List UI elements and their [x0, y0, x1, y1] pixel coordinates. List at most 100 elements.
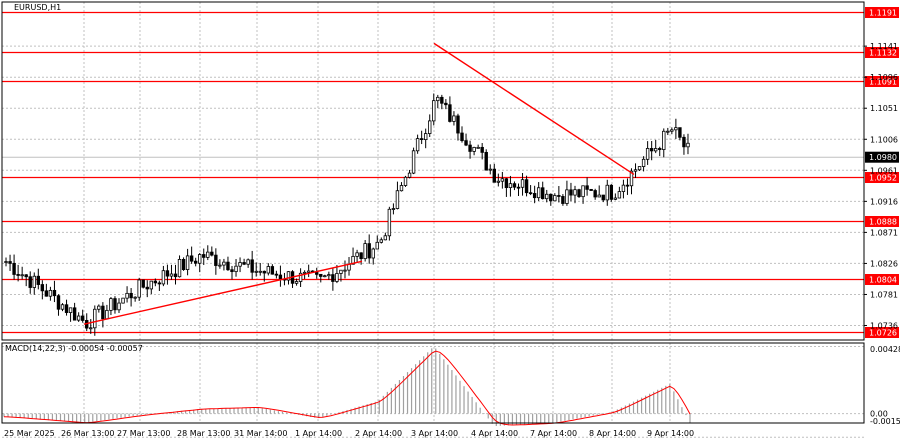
candle-body: [56, 295, 61, 310]
x-tick-label: 1 Apr 14:00: [295, 429, 342, 438]
candle-body: [581, 185, 585, 198]
candle-body: [452, 115, 456, 122]
candle-body: [52, 289, 57, 297]
level-label: 1.0804: [869, 276, 897, 285]
level-label: 1.0726: [869, 329, 897, 338]
candle-body: [569, 189, 573, 196]
candle-body: [601, 194, 605, 201]
candle-body: [193, 260, 198, 264]
y-tick-label: 1.0826: [870, 259, 898, 268]
candle-body: [20, 274, 24, 277]
x-tick-label: 2 Apr 14:00: [355, 429, 402, 438]
candle-body: [476, 146, 480, 149]
candle-body: [395, 190, 400, 209]
x-tick-label: 31 Mar 14:00: [234, 429, 287, 438]
candle-body: [101, 305, 105, 320]
candle-body: [80, 315, 85, 321]
candle-body: [246, 259, 250, 265]
candle-body: [516, 186, 521, 189]
candle-body: [674, 127, 678, 131]
candle-body: [323, 275, 327, 278]
candle-body: [173, 273, 178, 278]
candle-body: [149, 280, 153, 290]
candle-body: [278, 274, 283, 280]
candle-body: [4, 261, 8, 263]
x-tick-label: 28 Mar 13:00: [177, 429, 230, 438]
candle-body: [448, 104, 452, 122]
candle-body: [367, 243, 371, 259]
candle-body: [76, 315, 81, 321]
level-label-bg: [865, 76, 899, 87]
candle-body: [666, 130, 670, 133]
candle-body: [129, 292, 133, 299]
candle-body: [480, 146, 484, 153]
candle-body: [153, 280, 158, 284]
candle-body: [415, 138, 420, 152]
candle-body: [605, 184, 609, 201]
candle-body: [351, 255, 355, 265]
candle-body: [343, 269, 347, 272]
candle-body: [573, 189, 577, 196]
candle-body: [613, 197, 618, 200]
candle-body: [44, 290, 49, 297]
candle-body: [24, 274, 28, 278]
y-tick-label: 1.0871: [870, 228, 898, 237]
candle-body: [658, 148, 662, 150]
candle-body: [524, 179, 529, 194]
candle-body: [379, 239, 383, 243]
candle-body: [436, 96, 440, 102]
candle-body: [363, 243, 367, 260]
candle-body: [117, 302, 121, 311]
level-label-bg: [865, 216, 899, 227]
candle-body: [444, 102, 448, 106]
macd-title: MACD(14,22,3) -0.00054 -0.00057: [5, 344, 143, 353]
candle-body: [319, 273, 323, 277]
candle-body: [302, 271, 307, 274]
candle-body: [633, 169, 638, 172]
candle-body: [545, 193, 549, 200]
candle-body: [48, 289, 53, 297]
candle-body: [504, 178, 509, 189]
macd-tick-label: 0.00: [870, 410, 888, 419]
candle-body: [97, 305, 101, 310]
candle-body: [371, 248, 375, 259]
y-tick-label: 1.1096: [870, 73, 898, 82]
candle-body: [403, 176, 408, 186]
macd-signal-line: [3, 350, 691, 426]
y-tick-label: 1.0736: [870, 322, 898, 331]
candle-body: [226, 261, 230, 271]
candle-body: [359, 252, 363, 260]
candle-body: [468, 144, 472, 152]
candle-body: [407, 172, 412, 178]
candle-body: [185, 255, 190, 270]
y-tick-label: 1.1006: [870, 135, 898, 144]
candle-body: [428, 120, 432, 134]
candle-body: [541, 187, 545, 200]
candle-body: [327, 274, 331, 277]
x-tick-label: 3 Apr 14:00: [411, 429, 458, 438]
candle-body: [177, 259, 182, 278]
candle-body: [198, 254, 202, 264]
candle-body: [383, 235, 388, 241]
candle-body: [593, 190, 597, 198]
level-label-bg: [865, 274, 899, 285]
candle-body: [258, 270, 262, 273]
candle-body: [500, 178, 505, 182]
candle-body: [472, 146, 476, 152]
level-label: 1.0952: [869, 174, 897, 183]
candle-body: [202, 254, 206, 258]
candle-body: [109, 298, 113, 311]
current-price-label: 1.0980: [869, 153, 897, 162]
candle-body: [488, 168, 492, 171]
candle-body: [419, 138, 424, 141]
trendline: [433, 42, 635, 176]
candle-body: [625, 184, 630, 187]
candle-body: [355, 252, 359, 257]
y-tick-label: 1.1141: [870, 42, 898, 51]
candle-body: [145, 286, 149, 290]
candle-body: [597, 194, 601, 198]
candle-body: [254, 270, 258, 273]
x-tick-label: 8 Apr 14:00: [589, 429, 636, 438]
macd-tick-label: -0.00151: [870, 417, 900, 426]
